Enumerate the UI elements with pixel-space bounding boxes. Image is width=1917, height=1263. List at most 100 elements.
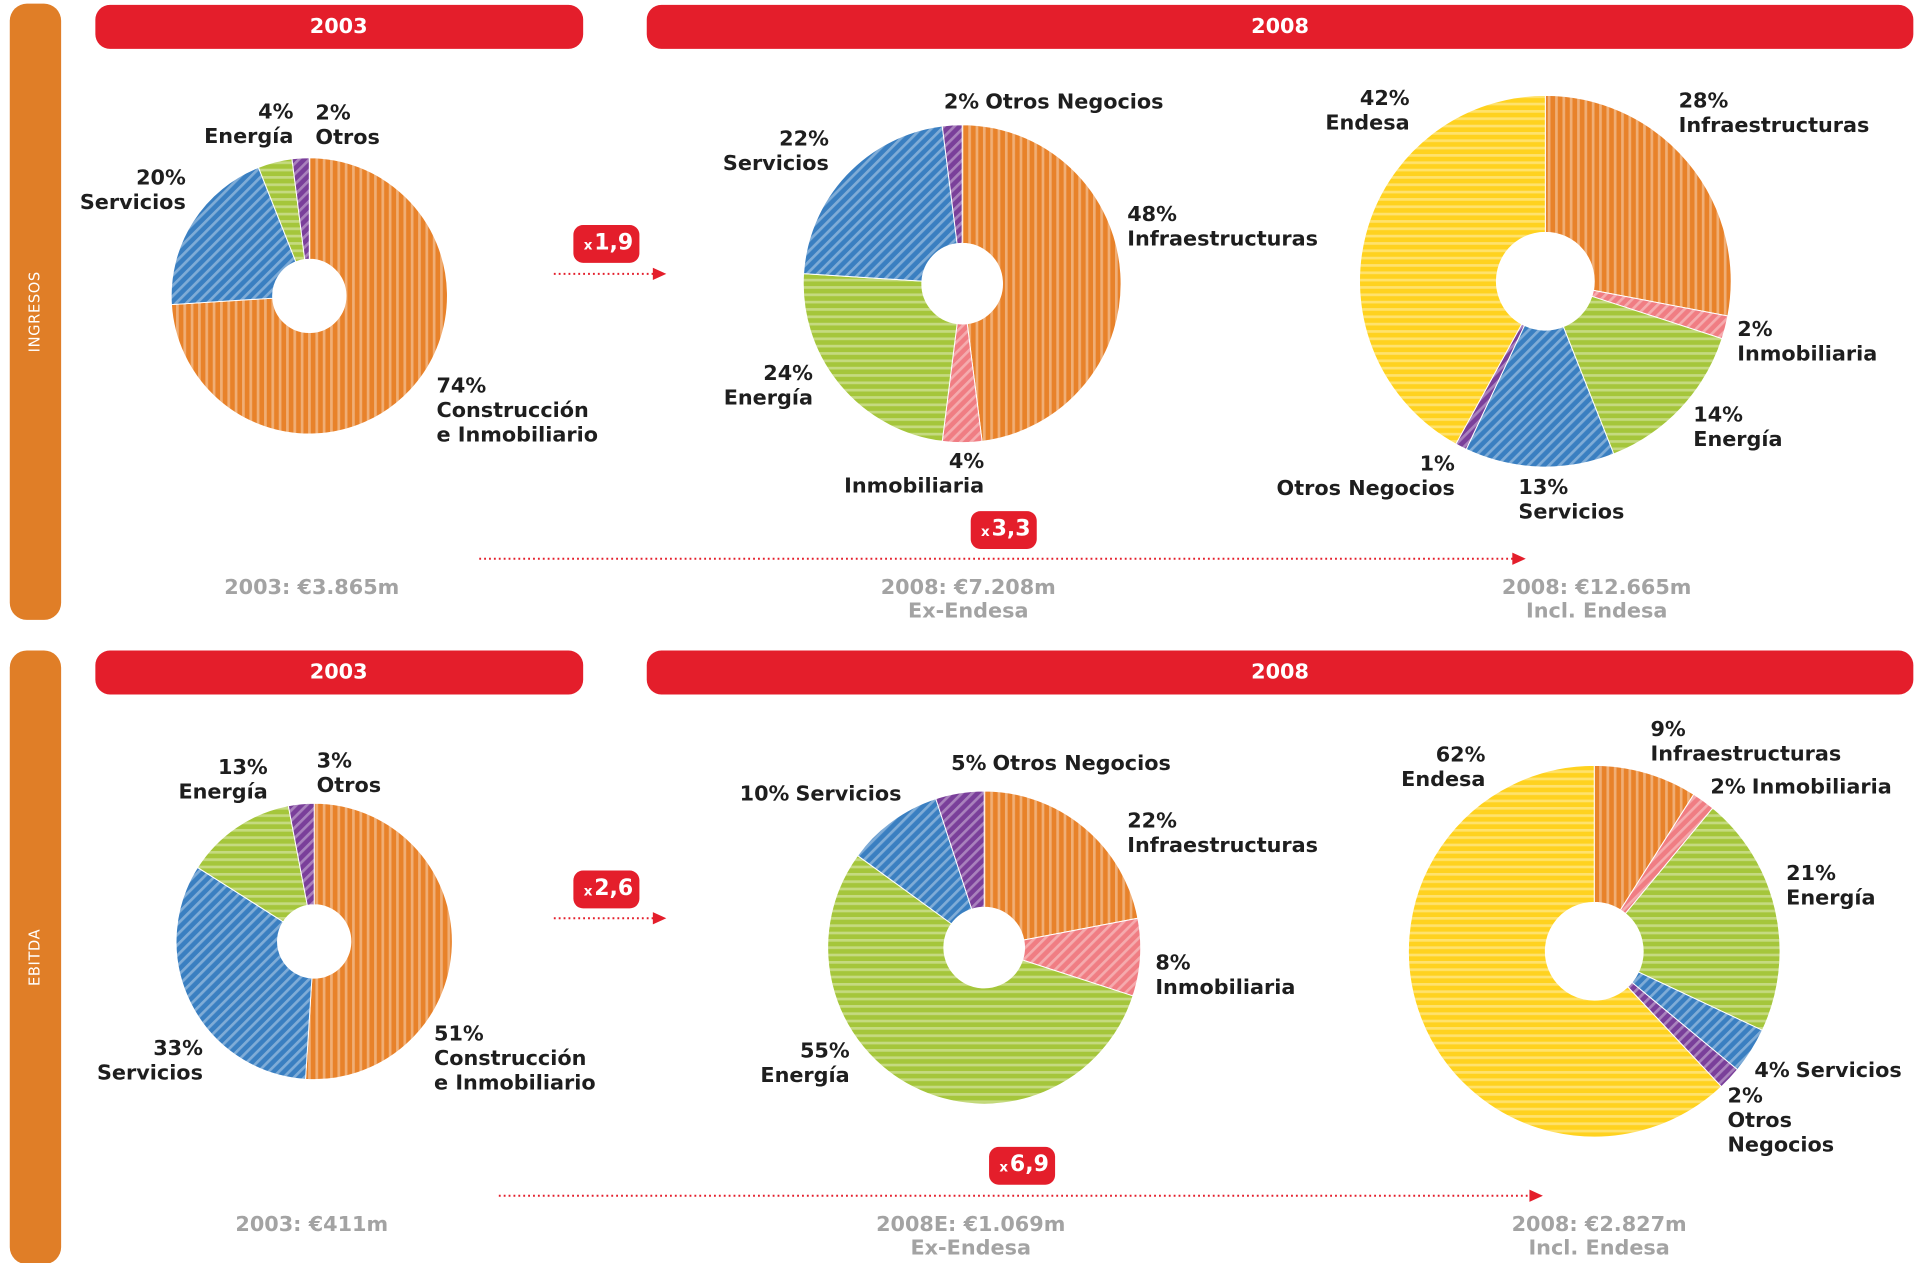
category-line: Infraestructuras xyxy=(1679,113,1870,137)
total-label: 2008: €7.208m xyxy=(881,575,1056,599)
category-label: Servicios xyxy=(795,782,901,806)
section-label: INGRESOS xyxy=(26,271,43,352)
category-line: e Inmobiliario xyxy=(436,422,598,446)
category-label: Energía xyxy=(724,386,813,410)
category-line: Energía xyxy=(1693,427,1782,451)
value-label: 20% xyxy=(136,166,186,190)
value-label: 22% xyxy=(779,126,829,150)
value-label: 42% xyxy=(1360,86,1410,110)
value-label: 74% xyxy=(436,373,486,397)
category-label: Endesa xyxy=(1401,767,1485,791)
donut-hole xyxy=(277,904,351,979)
total-label: Ex-Endesa xyxy=(908,598,1028,622)
category-label: Inmobiliaria xyxy=(1155,975,1295,999)
arrow-head xyxy=(1529,1189,1543,1202)
category-label: Endesa xyxy=(1325,110,1409,134)
total-label: 2008E: €1.069m xyxy=(876,1212,1065,1236)
category-label: Otros Negocios xyxy=(985,90,1163,114)
donut-hole xyxy=(921,243,1003,325)
category-line: Inmobiliaria xyxy=(844,474,984,498)
category-label: Inmobiliaria xyxy=(1752,774,1892,798)
category-line: Infraestructuras xyxy=(1127,227,1318,251)
header-bar xyxy=(646,4,1914,49)
total-label: 2003: €411m xyxy=(235,1212,388,1236)
total-label: 2003: €3.865m xyxy=(224,575,399,599)
multiplier-value: 6,9 xyxy=(1010,1152,1049,1177)
value-label: 2% xyxy=(1737,317,1772,341)
pie-slice xyxy=(196,805,308,923)
value-label: 3% xyxy=(317,749,352,773)
value-label: 2% xyxy=(1710,774,1745,798)
multiplier-badge xyxy=(989,1146,1056,1185)
arrow-head xyxy=(1512,552,1526,565)
multiplier-prefix: x xyxy=(584,239,593,254)
donut-hole xyxy=(272,259,346,333)
header-bar xyxy=(646,650,1914,695)
category-label: Servicios xyxy=(80,190,186,214)
value-label: 13% xyxy=(218,755,268,779)
donut-hole xyxy=(1496,232,1595,331)
value-label: 28% xyxy=(1679,88,1729,112)
value-label: 4% xyxy=(258,99,293,123)
category-label: Servicios xyxy=(1796,1058,1902,1082)
section-band xyxy=(9,3,62,620)
multiplier-prefix: x xyxy=(999,1161,1008,1176)
category-label: Otros xyxy=(315,125,379,149)
value-label: 24% xyxy=(763,361,813,385)
multiplier-prefix: x xyxy=(584,884,593,899)
value-label: 62% xyxy=(1436,743,1486,767)
category-label: Energía xyxy=(1693,427,1782,451)
category-line: Endesa xyxy=(1325,110,1409,134)
category-line: Servicios xyxy=(97,1060,203,1084)
category-label: Servicios xyxy=(1518,499,1624,523)
arrow-head xyxy=(652,267,667,280)
category-line: Servicios xyxy=(80,190,186,214)
category-line: Construcción xyxy=(434,1046,594,1070)
section-band xyxy=(9,650,62,1263)
header-label: 2008 xyxy=(1251,659,1309,683)
total-label: 2008: €12.665m xyxy=(1502,575,1692,599)
donut-hole xyxy=(943,907,1025,988)
value-label: 55% xyxy=(800,1038,850,1062)
multiplier-value: 2,6 xyxy=(594,876,633,901)
value-label: 33% xyxy=(153,1036,203,1060)
category-line: Negocios xyxy=(1728,1133,1835,1157)
category-label: Otros Negocios xyxy=(1728,1108,1835,1156)
multiplier-badge xyxy=(573,224,640,263)
value-label: 1% xyxy=(1420,452,1455,476)
multiplier-badge xyxy=(573,870,640,909)
arrow-head xyxy=(652,912,667,925)
total-label: 2008: €2.827m xyxy=(1512,1212,1687,1236)
category-line: Inmobiliaria xyxy=(1737,342,1877,366)
total-label: Incl. Endesa xyxy=(1526,598,1667,622)
category-label: Energía xyxy=(178,779,267,803)
value-label: 5% xyxy=(951,751,986,775)
category-line: Otros xyxy=(315,125,379,149)
category-line: Energía xyxy=(1786,886,1875,910)
value-label: 4% xyxy=(1754,1058,1789,1082)
value-label: 10% xyxy=(740,782,790,806)
category-line: Inmobiliaria xyxy=(1155,975,1295,999)
category-label: Infraestructuras xyxy=(1650,741,1841,765)
value-label: 22% xyxy=(1127,809,1177,833)
value-label: 9% xyxy=(1650,717,1685,741)
category-label: Infraestructuras xyxy=(1679,113,1870,137)
category-line: Infraestructuras xyxy=(1127,833,1318,857)
value-label: 51% xyxy=(434,1021,484,1045)
category-line: Otros xyxy=(317,773,381,797)
value-label: 48% xyxy=(1127,202,1177,226)
category-label: Infraestructuras xyxy=(1127,833,1318,857)
header-bar xyxy=(95,650,584,695)
value-label: 2% xyxy=(315,101,350,125)
value-label: 14% xyxy=(1693,403,1743,427)
multiplier-value: 1,9 xyxy=(594,230,633,255)
multiplier-prefix: x xyxy=(981,525,990,540)
category-label: Energía xyxy=(1786,886,1875,910)
category-label: Infraestructuras xyxy=(1127,227,1318,251)
category-line: Endesa xyxy=(1401,767,1485,791)
category-line: Servicios xyxy=(723,151,829,175)
category-label: Energía xyxy=(760,1063,849,1087)
category-label: Otros Negocios xyxy=(993,751,1171,775)
category-line: Otros xyxy=(1728,1108,1800,1132)
